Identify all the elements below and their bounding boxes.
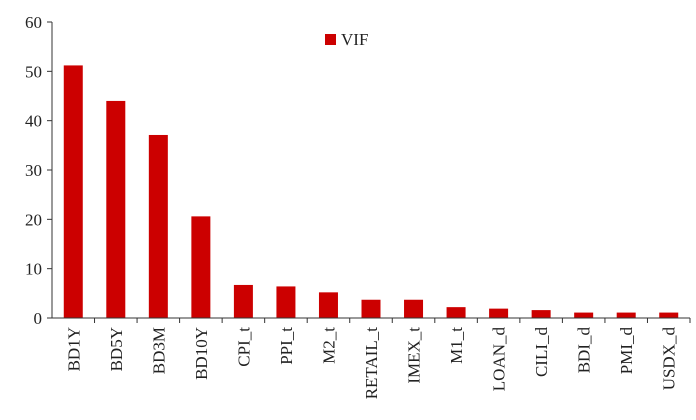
bar-pmi-d	[616, 312, 636, 318]
bars-group	[63, 65, 679, 318]
x-tick-label: BD10Y	[192, 327, 211, 380]
x-tick-label: USDX_d	[660, 327, 679, 391]
x-tick-label: BD1Y	[64, 327, 83, 371]
x-tick-label: RETAIL_t	[362, 327, 381, 400]
y-tick-label: 30	[25, 161, 42, 180]
y-tick-label: 60	[25, 13, 42, 32]
x-tick-label: IMEX_t	[405, 327, 424, 384]
x-tick-label: M2_t	[319, 327, 338, 364]
x-tick-label: LOAN_d	[490, 327, 509, 392]
bar-cpi-t	[233, 284, 253, 318]
x-tick-label: CPI_t	[234, 327, 253, 367]
bar-m1-t	[446, 307, 466, 318]
x-tick-label: BD3M	[149, 327, 168, 374]
bar-bd3m	[148, 134, 168, 318]
y-tick-label: 50	[25, 62, 42, 81]
x-tick-label: M1_t	[447, 327, 466, 364]
y-axis: 0 10 20 30 40 50 60	[25, 13, 53, 328]
bar-bd1y	[63, 65, 83, 318]
x-tick-label: PMI_d	[617, 327, 636, 375]
x-axis: BD1Y BD5Y BD3M BD10Y CPI_t PPI_t M2_t RETAIL_t I…	[52, 317, 691, 400]
x-tick-label: BD5Y	[107, 327, 126, 371]
legend: VIF	[325, 30, 368, 49]
bar-m2-t	[318, 292, 338, 318]
bar-retail-t	[361, 299, 381, 318]
bar-imex-t	[404, 299, 424, 318]
bar-bd10y	[191, 216, 211, 318]
legend-swatch-vif	[325, 34, 336, 45]
bar-bd5y	[106, 100, 126, 318]
x-tick-label: BDI_d	[575, 327, 594, 374]
y-tick-label: 40	[25, 112, 42, 131]
bar-usdx-d	[659, 312, 679, 318]
y-tick-label: 10	[25, 260, 42, 279]
x-tick-label: PPI_t	[277, 327, 296, 365]
x-tick-label: CILI_d	[532, 327, 551, 378]
bar-cili-d	[531, 310, 551, 318]
y-tick-label: 0	[34, 309, 43, 328]
bar-bdi-d	[574, 312, 594, 318]
y-tick-label: 20	[25, 210, 42, 229]
legend-label-vif: VIF	[341, 30, 368, 49]
bar-ppi-t	[276, 286, 296, 318]
bar-loan-d	[489, 308, 509, 318]
